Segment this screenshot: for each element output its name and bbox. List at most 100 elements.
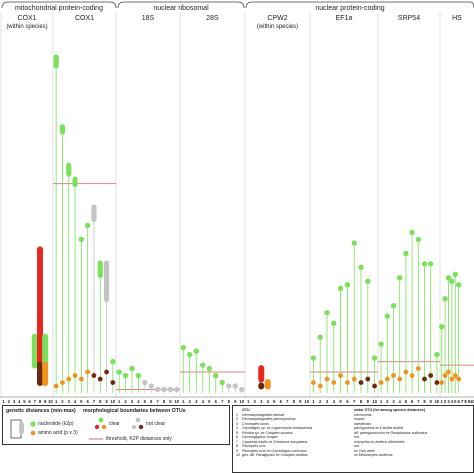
panel-title: COX1 (75, 15, 94, 22)
x-tick-label: 7 (353, 399, 356, 404)
nuc-point (213, 372, 219, 379)
legend-notclear-amino (138, 424, 144, 430)
nuc-point (365, 278, 371, 285)
nuc-point (434, 351, 440, 358)
otu-table-row: 2 Dermatophagoides pteronyssinus evansi (236, 417, 444, 422)
nuc-point (317, 334, 323, 340)
x-tick-label: 1 (55, 399, 58, 404)
x-tick-label: 2 (254, 399, 257, 404)
x-tick-label: 8 (39, 399, 42, 404)
nuc-point (331, 320, 337, 326)
amino-point (378, 380, 384, 385)
otu-name: Orycteliges sp. ex Lagomorpha rhodopensi… (242, 426, 313, 430)
panel-title: 18S (142, 15, 155, 22)
x-tick-label: 5 (23, 399, 26, 404)
otu-number: 6 (236, 435, 238, 439)
nuc-point (415, 236, 421, 243)
nuc-point (378, 341, 384, 347)
panel-title: EF1a (336, 15, 353, 22)
amino-point (434, 380, 440, 385)
nuc-point (232, 383, 238, 389)
x-tick-label: 6 (86, 399, 89, 404)
otu-table-row: 3 Chorioptes bovis sweatmani (236, 422, 444, 427)
panel-title: SRP54 (398, 15, 420, 22)
x-tick-label: 5 (454, 399, 457, 404)
x-tick-label: 7 (286, 399, 289, 404)
amino-point (317, 383, 323, 389)
amino-point (345, 380, 350, 385)
otu-number: 8 (236, 444, 238, 448)
x-tick-label: 6 (215, 399, 218, 404)
legend-notclear-grey (131, 424, 137, 430)
legend-morph-title: morphological boundaries between OTUs (83, 408, 186, 414)
amino-point (446, 369, 451, 375)
nuc-point (390, 303, 397, 309)
x-tick-label: 8 (423, 399, 426, 404)
x-tick-label: 6 (458, 399, 461, 404)
otu-number: 10 (236, 453, 240, 457)
x-tick-label: 1 (182, 399, 185, 404)
otu-name: Dermatophagoides farinae (242, 412, 285, 417)
x-tick-label: 8 (163, 399, 166, 404)
x-tick-label: 8 (360, 399, 363, 404)
sister-otu: pachypothus ex Estrilda astrild (354, 426, 403, 430)
otu-number: 4 (236, 426, 238, 430)
x-tick-label: 5 (339, 399, 342, 404)
range-bar (42, 333, 49, 369)
x-tick-label: 4 (267, 399, 270, 404)
amino-point (365, 376, 371, 382)
otu-name: Psoroptes ovis (242, 444, 266, 448)
legend-clear-amino (101, 424, 107, 430)
panel-title: COX1 (17, 15, 36, 22)
x-tick-label: 6 (280, 399, 283, 404)
amino-point (338, 373, 343, 378)
nuc-point (84, 222, 91, 229)
nuc-range-bar (53, 54, 59, 69)
otu-number: 1 (236, 412, 238, 417)
nuc-point (445, 275, 452, 281)
amino-point (422, 376, 427, 382)
nuc-point (351, 240, 357, 246)
otu-table-header: OTU sister OTU (for among species distan… (236, 408, 444, 413)
legend-genetic-title: genetic distances (min-max) (6, 408, 76, 414)
otu-table-row: 4 Orycteliges sp. ex Lagomorpha rhodopens… (236, 426, 444, 431)
x-tick-label: 7 (221, 399, 224, 404)
nuc-point (219, 379, 225, 386)
x-tick-label: 10 (48, 399, 53, 404)
sister-otu: ictonycitis ex Atelerix albiventris (354, 439, 405, 444)
x-tick-label: 5 (273, 399, 276, 404)
x-tick-label: 4 (399, 399, 402, 404)
x-tick-label: 5 (208, 399, 211, 404)
sister-otu: n/a (354, 444, 359, 448)
nuc-point (116, 369, 122, 375)
amino-point (85, 369, 91, 375)
otu-col-header: OTU (242, 408, 250, 412)
x-tick-label: 3 (260, 399, 263, 404)
x-tick-label: 9 (44, 399, 47, 404)
legend-genetic: genetic distances (min-max) morphologica… (2, 405, 230, 445)
amino-point (415, 366, 421, 371)
nuc-range-bar (103, 260, 110, 303)
amino-point (384, 376, 390, 382)
legend-nuc-range (19, 422, 24, 434)
legend-amino-label: amino acid (p x 3) (38, 430, 78, 436)
x-tick-label: 1 (380, 399, 383, 404)
amino-point (452, 373, 458, 378)
range-bar (37, 361, 43, 387)
nuc-range-bar (72, 176, 78, 188)
amino-point (311, 380, 316, 385)
range-bar (258, 382, 265, 390)
amino-point (428, 373, 434, 378)
x-tick-label: 2 (444, 399, 447, 404)
otu-number: 2 (236, 417, 238, 421)
x-tick-label: 2 (61, 399, 64, 404)
otu-table-row: 5 Picobia sp. ex Colaptes auratus aff. pte… (236, 431, 444, 436)
nuc-point (397, 275, 403, 281)
x-tick-label: 2 (386, 399, 389, 404)
nuc-point (129, 365, 135, 372)
x-tick-label: 1 (312, 399, 315, 404)
legend-amino-dot (30, 430, 36, 436)
x-tick-label: 7 (461, 399, 464, 404)
range-bar (37, 246, 43, 383)
